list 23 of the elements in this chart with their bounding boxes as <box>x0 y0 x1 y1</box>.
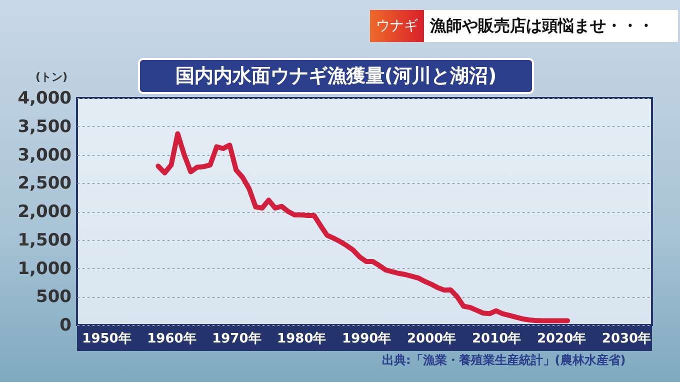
y-tick-label: 1,500 <box>18 230 72 250</box>
x-tick-label: 1960年 <box>147 332 196 346</box>
x-tick-label: 1990年 <box>342 332 392 346</box>
x-tick-label: 1970年 <box>212 332 262 346</box>
text: ウナギ <box>370 10 424 42</box>
source-note: 出典:「漁業・養殖業生産統計」(農林水産省) <box>382 352 626 369</box>
y-tick-label: 4,000 <box>18 88 72 108</box>
y-tick-label: 1,000 <box>18 258 72 279</box>
y-tick-label: 500 <box>36 287 72 308</box>
x-tick-label: 2030年 <box>602 332 652 346</box>
x-tick-label: 2020年 <box>536 332 586 346</box>
x-tick-label: 2000年 <box>407 332 456 346</box>
x-tick-label: 1950年 <box>82 332 132 346</box>
y-tick-label: 3,500 <box>18 116 72 137</box>
y-tick-label: 0 <box>60 316 72 336</box>
y-tick-label: 2,500 <box>18 174 72 194</box>
y-axis-title: (トン) <box>36 70 68 84</box>
text: 漁師や販売店は頭悩ませ・・・ <box>424 10 678 42</box>
x-tick-label: 2010年 <box>472 332 522 346</box>
y-tick-label: 3,000 <box>18 145 72 166</box>
x-tick-label: 1980年 <box>277 332 326 346</box>
y-tick-label: 2,000 <box>18 202 72 222</box>
chart-title: 国内内水面ウナギ漁獲量(河川と湖沼) <box>138 58 534 94</box>
